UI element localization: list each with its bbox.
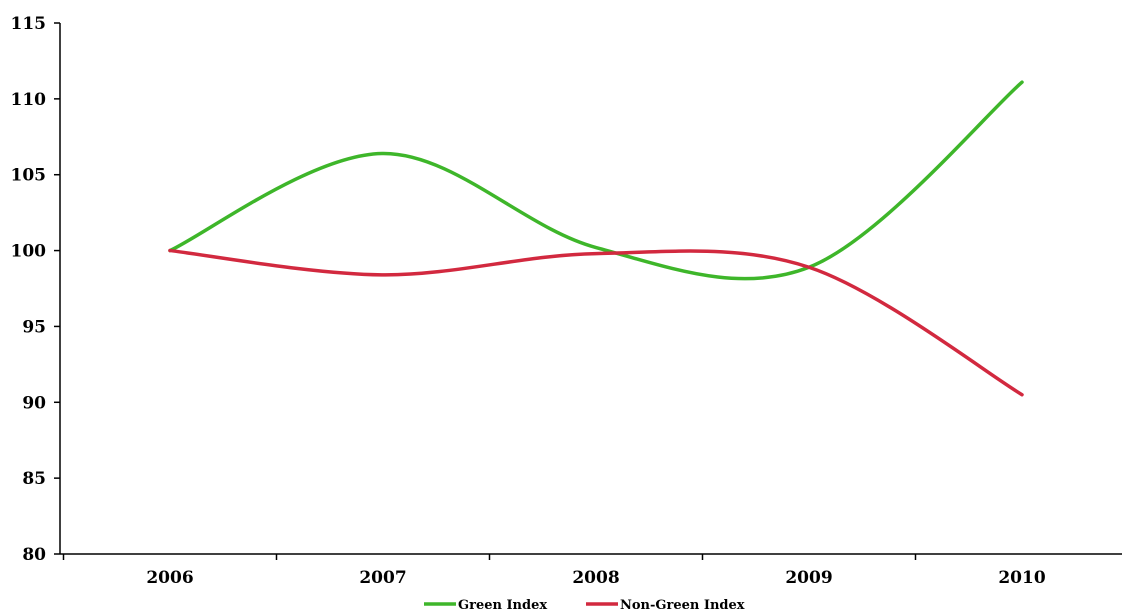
series-line-green-index <box>168 80 1024 281</box>
y-tick-label: 115 <box>11 14 47 34</box>
y-tick-label: 110 <box>11 90 47 110</box>
series-line-non-green-index <box>168 248 1024 397</box>
y-tick-label: 100 <box>11 242 47 262</box>
axes <box>59 23 1122 555</box>
y-axis-ticks: 80 85 90 95 100 105 110 115 <box>11 14 60 565</box>
legend-label-green-index: Green Index <box>458 598 547 613</box>
x-tick-label: 2008 <box>572 568 619 588</box>
x-tick-label: 2006 <box>146 568 193 588</box>
x-tick-label: 2007 <box>359 568 406 588</box>
y-tick-label: 85 <box>22 469 46 489</box>
y-tick-label: 90 <box>22 393 46 413</box>
legend: Green Index Non-Green Index <box>424 598 745 613</box>
y-tick-label: 95 <box>22 317 46 337</box>
x-tick-label: 2009 <box>785 568 832 588</box>
x-tick-label: 2010 <box>998 568 1045 588</box>
x-axis-ticks: 2006 2007 2008 2009 2010 <box>62 554 1046 588</box>
series-layer <box>168 80 1024 397</box>
legend-label-non-green-index: Non-Green Index <box>620 598 745 613</box>
y-tick-label: 80 <box>22 545 46 565</box>
y-tick-label: 105 <box>11 166 47 186</box>
